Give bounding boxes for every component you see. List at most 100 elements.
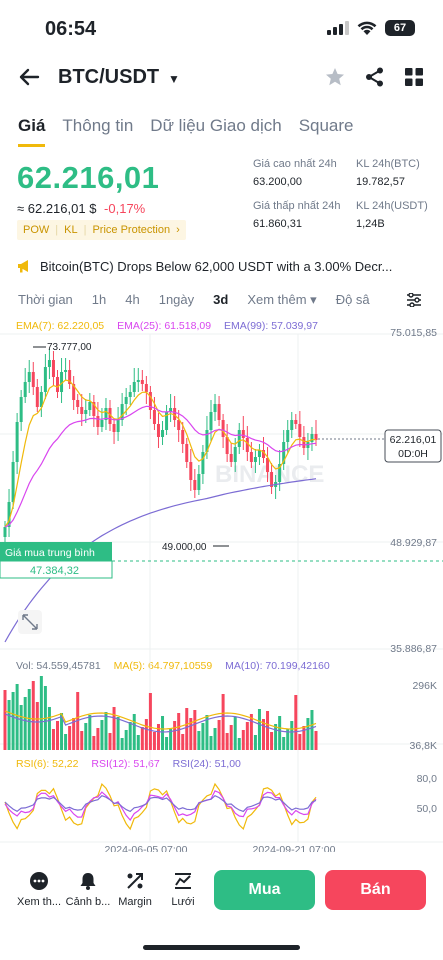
candle [23,382,27,397]
candle [112,424,116,432]
share-icon[interactable] [364,66,386,88]
current-price-box [384,429,442,463]
alert-button[interactable]: Cảnh b... [56,872,120,908]
vol-ma5-line [4,710,317,730]
volume-bar [253,735,257,750]
volume-bar [96,728,100,750]
candle [51,360,55,377]
vol-label-top: 296K [412,680,437,692]
battery-icon: 67 [385,20,415,36]
candle [19,397,23,422]
bottom-action-bar: Xem th... Cảnh b... Margin Lưới Mua Bán [0,862,443,960]
ema7-line [4,379,317,528]
volume-bar [306,718,310,750]
volume-bar [31,681,35,750]
ema-lines [4,379,317,643]
candle [80,407,84,414]
grid-button[interactable]: Lưới [151,872,215,908]
avg-buy-badge [0,542,112,561]
rsi-legend: RSI(6): 52,22 RSI(12): 51,67 RSI(24): 51… [16,758,251,770]
news-ticker[interactable]: Bitcoin(BTC) Drops Below 62,000 USDT wit… [0,254,443,278]
candle [15,422,19,462]
volume-bar [60,713,64,750]
candle [120,404,124,420]
candle [72,384,76,400]
candlestick-chart: BINANCE 75.015,85 48.929,87 35.886,87 73… [0,327,443,852]
chart-settings-icon[interactable] [406,293,422,307]
candle [27,372,31,382]
ema99-label: EMA(99): 57.039,97 [223,320,318,332]
tab-trading-data[interactable]: Dữ liệu Giao dịch [150,116,282,135]
fiat-price: ≈ 62.216,01 $ -0,17% [17,201,145,216]
sell-button[interactable]: Bán [325,870,426,910]
margin-label: Margin [118,896,152,908]
volume-bar [302,726,306,750]
volume-bar [104,712,108,750]
candle [181,430,185,444]
grid-menu-icon[interactable] [403,66,425,88]
volume-bar [290,721,294,750]
volume-bar [310,710,314,750]
candle [88,402,92,410]
candle [261,450,265,458]
expand-icon [22,614,38,630]
candle [253,457,257,462]
stats-col-2: KL 24h(BTC) 19.782,57 KL 24h(USDT) 1,24B [356,158,428,242]
candle [144,384,148,392]
rsi-lines [4,782,317,831]
volume-bar [84,723,88,750]
pair-title[interactable]: BTC/USDT [58,66,160,88]
volume-bar [15,684,19,750]
volume-bar [112,707,116,750]
candle [286,430,290,442]
interval-1h[interactable]: 1h [91,292,107,307]
interval-depth[interactable]: Độ sâ [335,292,370,307]
wifi-icon [357,21,377,35]
interval-4h[interactable]: 4h [125,292,140,307]
date-label-1: 2024-06-05 07:00 [105,844,188,852]
rsi6-label: RSI(6): 52,22 [16,758,79,770]
pair-dropdown-icon[interactable]: ▼ [168,72,180,86]
back-arrow-icon[interactable] [18,66,40,88]
rsi12-label: RSI(12): 51,67 [91,758,160,770]
candle [169,408,173,412]
low-24h-label: Giá thấp nhất 24h [253,200,341,212]
tab-price[interactable]: Giá [18,116,46,147]
cellular-signal-icon [327,21,349,35]
interval-1d[interactable]: 1ngày [158,292,195,307]
margin-button[interactable]: Margin [103,872,167,908]
candle [56,377,60,392]
candle [84,410,88,414]
candle [35,387,39,407]
tab-info[interactable]: Thông tin [62,116,134,135]
buy-button[interactable]: Mua [214,870,315,910]
volume-bar [169,729,173,750]
interval-3d[interactable]: 3d [213,292,229,307]
candle [92,402,96,416]
volume-bar [92,736,96,750]
favorite-star-icon[interactable] [324,66,346,88]
candle [124,397,128,404]
date-label-2: 2024-09-21 07:00 [253,844,336,852]
candle [217,404,221,420]
candle [193,480,197,490]
volume-bar [229,725,233,750]
tag-price-protection: Price Protection [92,224,171,236]
candle [298,424,302,437]
volume-bar [128,722,132,750]
interval-time[interactable]: Thời gian [18,292,73,307]
volume-bar [173,721,177,750]
volume-bar [23,697,27,750]
candle [132,382,136,392]
tag-kl: KL [64,224,78,236]
ma5-label: MA(5): 64.797,10559 [113,660,213,672]
candle [136,380,140,382]
watermark: BINANCE [215,461,324,488]
chart-area[interactable]: EMA(7): 62.220,05 EMA(25): 61.518,09 EMA… [0,312,443,852]
interval-more[interactable]: Xem thêm ▾ [247,292,317,307]
candle [278,464,282,482]
tab-square[interactable]: Square [298,116,354,135]
more-button[interactable]: Xem th... [7,872,71,908]
volume-bar [64,734,68,750]
tag-row[interactable]: POW | KL | Price Protection › [17,220,186,240]
